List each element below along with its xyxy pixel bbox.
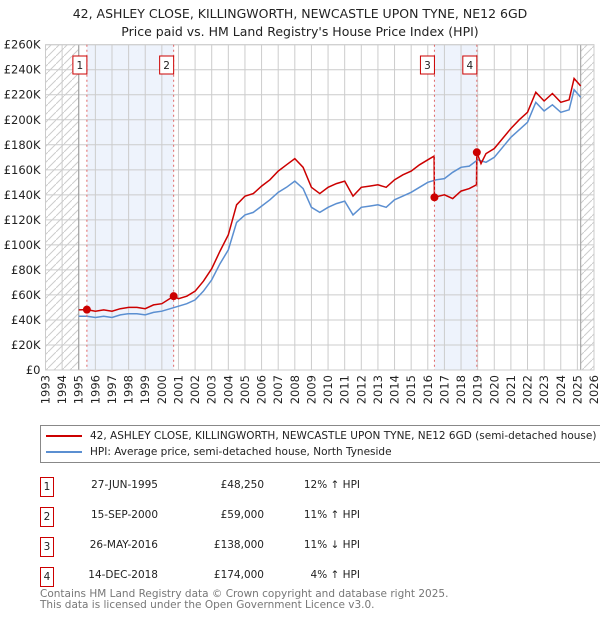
x-tick-label: 2010 xyxy=(321,375,335,404)
x-tick-label: 2022 xyxy=(521,375,535,404)
sale-label-box xyxy=(462,55,478,75)
legend-item-hpi: HPI: Average price, semi-detached house,… xyxy=(46,446,392,458)
x-tick-label: 2003 xyxy=(205,375,219,404)
legend: 42, ASHLEY CLOSE, KILLINGWORTH, NEWCASTL… xyxy=(40,425,600,463)
y-tick-label: £40K xyxy=(11,313,41,327)
y-tick-label: £240K xyxy=(4,63,41,77)
sale-point xyxy=(169,292,178,301)
price-chart: 1993 1994 1995 1996 1997 1998 1999 2000 2001 2002… xyxy=(4,38,600,405)
sale-point xyxy=(82,305,91,314)
legend-swatch-red xyxy=(46,435,82,437)
x-tick-label: 2021 xyxy=(504,375,518,404)
x-tick-label: 2008 xyxy=(288,375,302,404)
footer-line-2: This data is licensed under the Open Gov… xyxy=(40,598,375,611)
sale-label: 4 xyxy=(466,60,473,72)
plot-frame xyxy=(45,44,595,371)
x-tick-label: 2001 xyxy=(171,375,185,404)
transaction-marker: 3 xyxy=(40,537,54,557)
transaction-hpi: 11% ↓ HPI xyxy=(303,539,360,551)
shaded-period-3-4 xyxy=(434,44,477,370)
legend-swatch-blue xyxy=(46,451,82,453)
property-price-line xyxy=(78,76,582,312)
x-tick-label: 2011 xyxy=(338,375,352,404)
sale-label: 1 xyxy=(77,60,84,72)
transaction-price: £48,250 xyxy=(220,479,264,491)
x-tick-label: 2023 xyxy=(537,375,551,404)
y-tick-label: £0 xyxy=(26,363,41,377)
legend-label: HPI: Average price, semi-detached house,… xyxy=(90,446,392,458)
sale-label: 3 xyxy=(424,60,431,72)
y-tick-label: £220K xyxy=(4,88,41,102)
y-tick-label: £100K xyxy=(4,238,41,252)
y-tick-label: £20K xyxy=(11,338,41,352)
x-tick-label: 2017 xyxy=(437,375,451,404)
transaction-price: £138,000 xyxy=(213,539,264,551)
transaction-date: 15-SEP-2000 xyxy=(90,509,158,521)
x-tick-label: 2009 xyxy=(304,375,318,404)
x-tick-label: 2005 xyxy=(238,375,252,404)
x-tick-label: 2014 xyxy=(388,375,402,404)
x-tick-label: 2020 xyxy=(487,375,501,404)
sale-label: 2 xyxy=(163,60,170,72)
x-tick-label: 1998 xyxy=(122,375,136,404)
x-tick-label: 2025 xyxy=(570,375,584,404)
transaction-hpi: 12% ↑ HPI xyxy=(303,479,360,491)
y-tick-label: £180K xyxy=(4,138,41,152)
legend-label: 42, ASHLEY CLOSE, KILLINGWORTH, NEWCASTL… xyxy=(90,430,597,442)
x-tick-label: 2006 xyxy=(255,375,269,404)
x-tick-label: 2013 xyxy=(371,375,385,404)
x-tick-label: 1999 xyxy=(138,375,152,404)
y-tick-label: £80K xyxy=(11,263,41,277)
sale-label-box xyxy=(72,55,88,75)
sale-label-box xyxy=(159,55,175,75)
x-tick-label: 2015 xyxy=(404,375,418,404)
y-tick-label: £160K xyxy=(4,163,41,177)
sale-label-box xyxy=(419,55,435,75)
x-tick-label: 2024 xyxy=(554,375,568,404)
transaction-date: 27-JUN-1995 xyxy=(91,479,158,491)
x-tick-label: 2016 xyxy=(421,375,435,404)
y-tick-label: £120K xyxy=(4,213,41,227)
transaction-price: £174,000 xyxy=(213,569,264,581)
sale-point xyxy=(472,148,481,157)
footer-line-1: Contains HM Land Registry data © Crown c… xyxy=(40,588,449,600)
y-tick-label: £60K xyxy=(11,288,41,302)
transaction-marker: 1 xyxy=(40,477,54,497)
chart-subtitle: Price paid vs. HM Land Registry's House … xyxy=(121,24,479,39)
transaction-marker: 2 xyxy=(40,507,54,527)
x-tick-label: 2018 xyxy=(454,375,468,404)
x-tick-label: 1993 xyxy=(39,375,53,404)
x-tick-label: 2002 xyxy=(188,375,202,404)
x-tick-label: 1994 xyxy=(55,375,69,404)
transaction-hpi: 11% ↑ HPI xyxy=(303,509,360,521)
x-tick-label: 1996 xyxy=(88,375,102,404)
x-tick-label: 2019 xyxy=(471,375,485,404)
x-tick-label: 1995 xyxy=(72,375,86,404)
x-tick-label: 2004 xyxy=(221,375,235,404)
hpi-line xyxy=(78,88,582,319)
transaction-marker: 4 xyxy=(40,567,54,587)
transaction-date: 26-MAY-2016 xyxy=(89,539,158,551)
x-tick-label: 2026 xyxy=(587,375,600,404)
y-tick-label: £200K xyxy=(4,113,41,127)
y-tick-label: £140K xyxy=(4,188,41,202)
footer: Contains HM Land Registry data © Crown c… xyxy=(40,589,448,610)
shaded-period-1-2 xyxy=(86,44,174,370)
x-tick-label: 1997 xyxy=(105,375,119,404)
x-tick-label: 2012 xyxy=(354,375,368,404)
transaction-hpi: 4% ↑ HPI xyxy=(310,569,360,581)
hatched-no-data-right xyxy=(580,44,594,370)
x-tick-label: 2007 xyxy=(271,375,285,404)
legend-item-property: 42, ASHLEY CLOSE, KILLINGWORTH, NEWCASTL… xyxy=(46,430,596,442)
chart-title: 42, ASHLEY CLOSE, KILLINGWORTH, NEWCASTL… xyxy=(72,6,528,21)
transaction-date: 14-DEC-2018 xyxy=(88,569,158,581)
transaction-price: £59,000 xyxy=(220,509,264,521)
x-tick-label: 2000 xyxy=(155,375,169,404)
sale-point xyxy=(430,193,439,202)
y-tick-label: £260K xyxy=(4,38,41,52)
